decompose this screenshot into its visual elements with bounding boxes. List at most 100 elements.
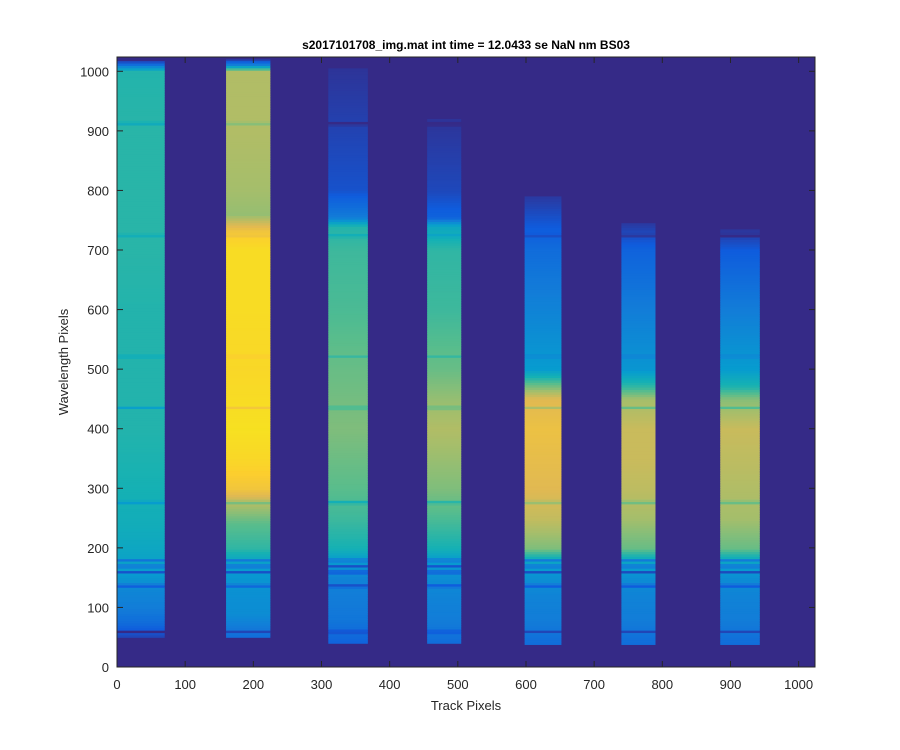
heatmap-cell [328, 135, 368, 139]
heatmap-cell [621, 634, 656, 638]
heatmap-cell [328, 364, 368, 368]
heatmap-cell [117, 267, 165, 271]
heatmap-cell [427, 459, 462, 463]
heatmap-cell [328, 154, 368, 158]
heatmap-cell [117, 115, 165, 119]
heatmap-cell [427, 638, 462, 642]
heatmap-cell [621, 627, 656, 631]
heatmap-cell [117, 91, 165, 95]
heatmap-cell [621, 575, 656, 579]
heatmap-cell [226, 551, 271, 555]
heatmap-cell [328, 550, 368, 554]
heatmap-cell [621, 451, 656, 455]
heatmap-cell [427, 616, 462, 620]
heatmap-cell [226, 515, 271, 519]
heatmap-cell [524, 291, 562, 295]
heatmap-cell [720, 322, 760, 326]
heatmap-cell [117, 96, 165, 100]
heatmap-cell [427, 242, 462, 246]
heatmap-cell [427, 309, 462, 313]
heatmap-cell [226, 177, 271, 181]
heatmap-cell [117, 336, 165, 340]
heatmap-cell [226, 437, 271, 441]
heatmap-cell [117, 549, 165, 553]
x-tick-label: 300 [311, 677, 333, 692]
heatmap-cell [720, 641, 760, 645]
axes-box [116, 56, 816, 668]
heatmap-cell [117, 277, 165, 281]
heatmap-cell [226, 143, 271, 147]
heatmap-cell [621, 625, 656, 629]
heatmap-cell [524, 591, 562, 595]
heatmap-cell [427, 550, 462, 554]
heatmap-cell [524, 437, 562, 441]
heatmap-cell [117, 253, 165, 257]
heatmap-cell [524, 575, 562, 579]
heatmap-cell [720, 446, 760, 450]
heatmap-cell [621, 232, 656, 236]
heatmap-cell [226, 201, 271, 205]
heatmap-cell [720, 606, 760, 610]
heatmap-cell [427, 271, 462, 275]
heatmap-cell [328, 314, 368, 318]
heatmap-cell [524, 391, 562, 395]
heatmap-cell [524, 351, 562, 355]
heatmap-cell [621, 270, 656, 274]
heatmap-cell [226, 155, 271, 159]
heatmap-cell [524, 477, 562, 481]
x-tick-label: 800 [651, 677, 673, 692]
heatmap-cell [226, 313, 271, 317]
heatmap-cell [427, 514, 462, 518]
heatmap-cell [117, 468, 165, 472]
heatmap-cell [427, 466, 462, 470]
heatmap-cell [328, 419, 368, 423]
heatmap-cell [621, 458, 656, 462]
heatmap-cell [226, 182, 271, 186]
heatmap-cell [524, 446, 562, 450]
heatmap-cell [117, 472, 165, 476]
heatmap-cell [117, 418, 165, 421]
heatmap-cell [621, 375, 656, 379]
heatmap-cell [720, 275, 760, 279]
heatmap-cell [328, 242, 368, 246]
heatmap-cell [621, 403, 656, 407]
heatmap-cell [621, 527, 656, 531]
heatmap-cell [524, 208, 562, 212]
heatmap-cell [117, 120, 165, 124]
heatmap-cell [427, 388, 462, 392]
heatmap-cell [720, 329, 760, 333]
track-3 [328, 68, 368, 644]
heatmap-cell [427, 331, 462, 334]
heatmap-cell [226, 279, 271, 283]
heatmap-cell [524, 255, 562, 259]
heatmap-cell [720, 372, 760, 376]
heatmap-cell [117, 86, 165, 90]
heatmap-cell [720, 549, 760, 553]
heatmap-cell [427, 543, 462, 547]
heatmap-cell [328, 259, 368, 263]
heatmap-cell [328, 631, 368, 635]
heatmap-cell [720, 472, 760, 476]
heatmap-cell [524, 398, 562, 402]
heatmap-cell [524, 401, 562, 405]
heatmap-cell [427, 404, 462, 408]
heatmap-cell [328, 407, 368, 411]
heatmap-cell [524, 465, 562, 469]
heatmap-cell [117, 229, 165, 233]
heatmap-cell [720, 239, 760, 243]
heatmap-cell [117, 596, 165, 600]
heatmap-cell [328, 566, 368, 570]
heatmap-cell [226, 587, 271, 591]
heatmap-cell [524, 222, 562, 226]
heatmap-cell [328, 404, 368, 408]
heatmap-cell [427, 180, 462, 184]
heatmap-cell [328, 521, 368, 525]
heatmap-cell [226, 387, 271, 390]
heatmap-cell [226, 489, 271, 493]
heatmap-cell [226, 186, 271, 190]
heatmap-cell [226, 391, 271, 395]
heatmap-cell [226, 410, 271, 414]
heatmap-cell [328, 585, 368, 589]
heatmap-cell [226, 568, 271, 572]
heatmap-cell [117, 296, 165, 300]
